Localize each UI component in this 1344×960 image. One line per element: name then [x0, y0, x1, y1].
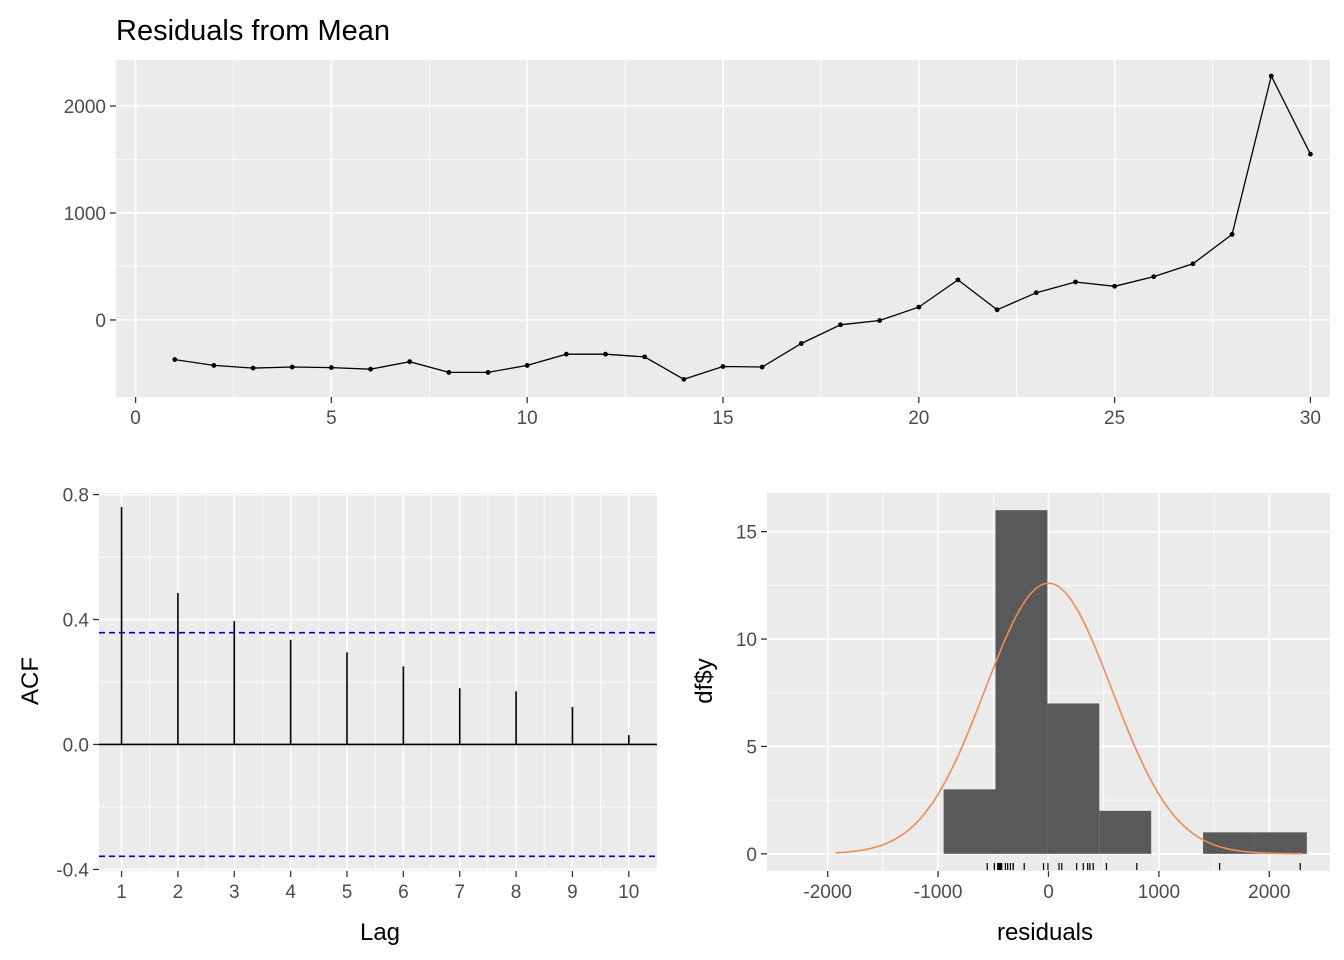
time-x-tick-label: 20: [908, 408, 929, 429]
residual-point: [289, 364, 295, 370]
hist-x-tick-label: 1000: [1138, 882, 1180, 903]
hist-y-tick-label: 0: [746, 845, 757, 866]
acf-x-tick-label: 7: [454, 882, 465, 903]
acf-y-axis-title: ACF: [17, 657, 44, 705]
residual-point: [446, 369, 452, 375]
residual-point: [838, 322, 843, 328]
hist-x-axis-title: residuals: [997, 919, 1093, 946]
time-x-tick-label: 10: [517, 408, 538, 429]
time-x-tick-label: 0: [130, 408, 141, 429]
residual-point: [328, 365, 334, 370]
histogram-bar: [943, 789, 996, 854]
residual-point: [798, 341, 804, 346]
residual-point: [563, 351, 569, 357]
hist-y-tick-label: 15: [736, 523, 757, 544]
acf-y-tick-label: 0.0: [63, 735, 89, 756]
acf-x-tick-label: 5: [342, 882, 353, 903]
acf-x-tick-label: 3: [229, 882, 240, 903]
residual-point: [759, 364, 765, 370]
residual-point: [211, 363, 217, 368]
hist-x-tick-label: 0: [1043, 882, 1054, 903]
residual-point: [524, 363, 530, 368]
residual-point: [1151, 274, 1157, 280]
residual-point: [1268, 73, 1274, 79]
time-x-tick-label: 25: [1104, 408, 1125, 429]
residual-point: [485, 369, 491, 375]
histogram-bar: [1203, 832, 1255, 854]
hist-x-tick-label: -2000: [803, 882, 852, 903]
residual-point: [603, 351, 608, 357]
acf-x-tick-label: 2: [173, 882, 184, 903]
histogram-bar: [1047, 703, 1100, 854]
residual-point: [172, 357, 178, 362]
residual-point: [916, 304, 922, 310]
histogram-bar: [995, 510, 1048, 854]
acf-y-tick-label: -0.4: [56, 860, 89, 881]
residual-point: [994, 307, 1000, 313]
residual-point: [1190, 261, 1196, 267]
time-x-tick-label: 15: [712, 408, 733, 429]
residual-point: [877, 318, 883, 323]
normal-density-curve: [835, 582, 1303, 855]
acf-y-tick-label: 0.4: [63, 611, 90, 632]
residual-point: [1073, 279, 1078, 285]
residual-point: [642, 354, 648, 360]
hist-y-axis-title: df$y: [691, 658, 718, 703]
residual-point: [1229, 231, 1235, 237]
residual-point: [720, 364, 726, 369]
residual-point: [407, 359, 413, 365]
residual-point: [955, 277, 961, 283]
residual-point: [250, 365, 256, 371]
hist-x-tick-label: -1000: [914, 882, 963, 903]
residual-series-line: [174, 74, 1311, 381]
acf-x-tick-label: 1: [116, 882, 127, 903]
hist-y-tick-label: 10: [736, 630, 757, 651]
acf-x-tick-label: 4: [285, 882, 296, 903]
time-x-tick-label: 5: [326, 408, 337, 429]
residuals-time-plot: 0 5 10 15 20 25 30 0 1000 2000: [64, 60, 1330, 429]
residual-point: [681, 376, 687, 382]
acf-x-axis-title: Lag: [360, 919, 400, 946]
time-x-tick-label: 30: [1300, 408, 1321, 429]
residual-point: [1112, 283, 1118, 289]
residual-point: [1308, 151, 1313, 157]
histogram-bar: [1254, 832, 1307, 854]
residual-histogram: -2000 -1000 0 1000 2000 0 5 10 15: [736, 493, 1330, 903]
acf-x-tick-label: 10: [618, 882, 639, 903]
acf-y-tick-label: 0.8: [63, 486, 89, 507]
acf-x-tick-label: 8: [511, 882, 522, 903]
time-y-tick-label: 1000: [64, 204, 106, 225]
acf-x-tick-label: 9: [567, 882, 578, 903]
hist-y-tick-label: 5: [746, 737, 757, 758]
time-y-tick-label: 0: [95, 311, 106, 332]
hist-x-tick-label: 2000: [1248, 882, 1290, 903]
acf-plot: 1 2 3 4 5 6 7 8 9 10 -0.4 0.0 0.4 0.8: [56, 486, 657, 903]
residual-point: [368, 366, 373, 372]
acf-x-tick-label: 6: [398, 882, 409, 903]
histogram-bar: [1099, 810, 1152, 854]
chart-title: Residuals from Mean: [116, 15, 390, 47]
residual-point: [1033, 290, 1039, 296]
time-y-tick-label: 2000: [64, 97, 106, 118]
